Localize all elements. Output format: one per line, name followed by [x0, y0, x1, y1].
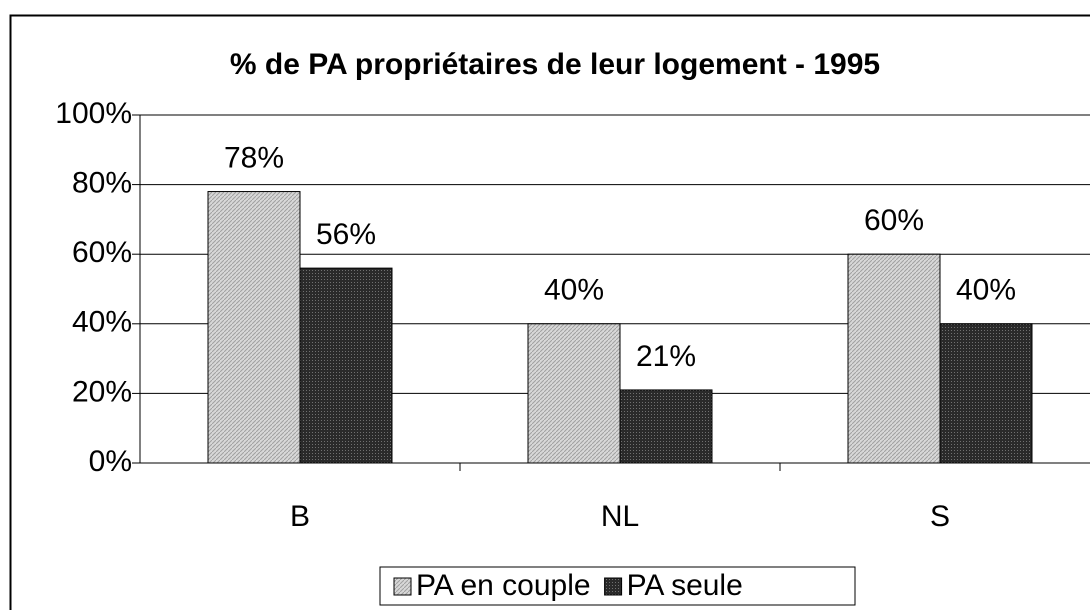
bar: [207, 191, 301, 464]
legend-label: PA seule: [627, 569, 743, 602]
x-tick-label: B: [290, 500, 310, 533]
value-label: 21%: [636, 340, 696, 373]
chart-title: % de PA propriétaires de leur logement -…: [230, 48, 880, 81]
y-tick-label: 20%: [72, 375, 132, 408]
chart-frame: [9, 14, 1090, 610]
value-label: 40%: [544, 274, 604, 307]
legend-swatch: [393, 577, 412, 596]
bar: [619, 389, 713, 464]
legend-label: PA en couple: [416, 569, 591, 602]
bar: [299, 267, 393, 464]
y-tick-label: 100%: [55, 97, 132, 130]
x-tick-label: S: [930, 500, 950, 533]
y-tick-label: 0%: [89, 445, 132, 478]
value-label: 40%: [956, 274, 1016, 307]
value-label: 78%: [224, 141, 284, 174]
bar: [527, 323, 621, 464]
x-tick-label: NL: [601, 500, 639, 533]
y-tick-label: 60%: [72, 236, 132, 269]
y-tick-label: 80%: [72, 167, 132, 200]
y-tick-label: 40%: [72, 306, 132, 339]
bar: [939, 323, 1033, 464]
legend-swatch: [604, 577, 623, 596]
value-label: 60%: [864, 204, 924, 237]
bar: [847, 253, 941, 464]
value-label: 56%: [316, 218, 376, 251]
